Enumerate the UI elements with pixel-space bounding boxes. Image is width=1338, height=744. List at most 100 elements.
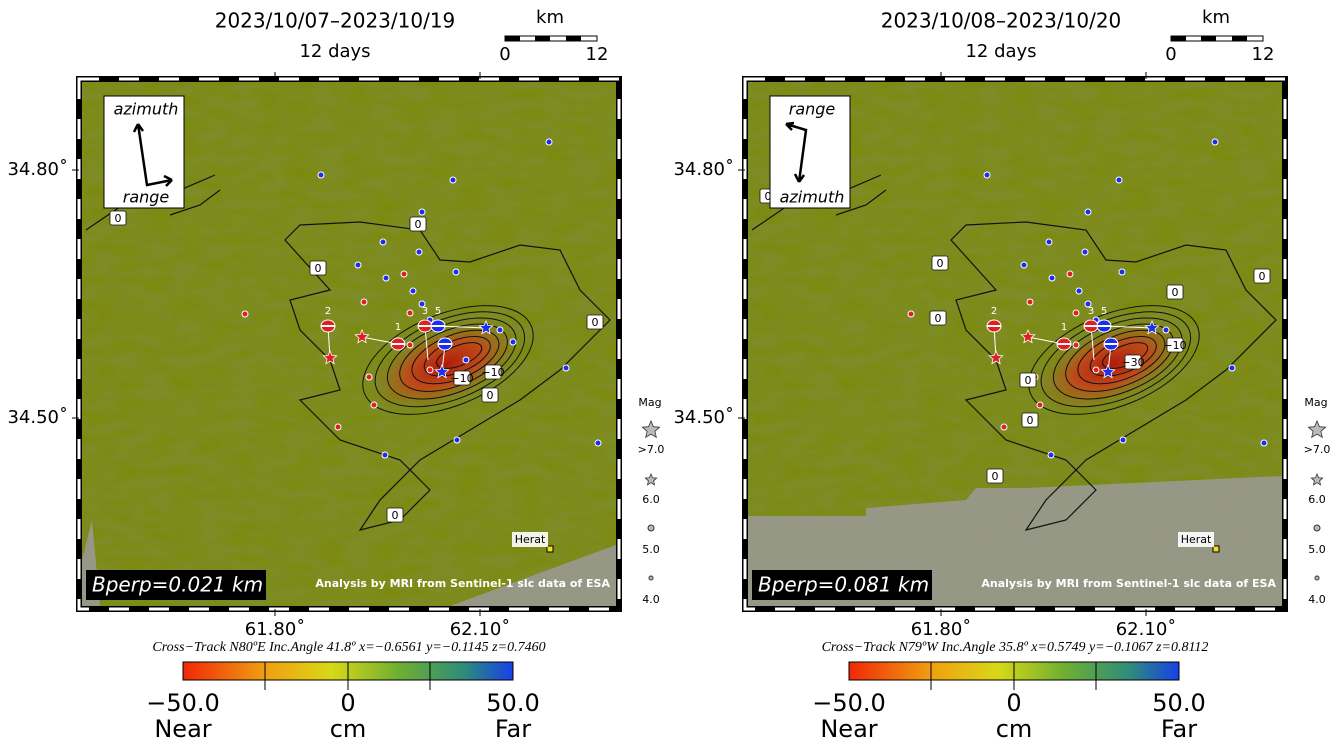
colorbar-caption: Far — [1161, 715, 1197, 743]
panel: 00000000−10−302135HeratBperp=0.081 kmAna… — [673, 7, 1330, 743]
legend-label: 5.0 — [1308, 543, 1326, 556]
scale-unit: km — [1202, 7, 1230, 28]
scale-start: 0 — [1165, 44, 1176, 65]
legend-dot — [1315, 576, 1319, 580]
legend-label: 6.0 — [642, 493, 660, 506]
aftershock-deep — [595, 440, 601, 446]
colorbar-tick: 50.0 — [1152, 689, 1205, 717]
arrow-bottom-label: range — [123, 188, 170, 207]
aftershock-deep — [1048, 452, 1054, 458]
arrow-bottom-label: azimuth — [780, 188, 845, 207]
lat-label: 34.50˚ — [673, 407, 734, 428]
lon-label: 62.10˚ — [450, 619, 511, 640]
aftershock-shallow — [1093, 367, 1099, 373]
contour-label: −10 — [481, 366, 504, 379]
aftershock-deep — [463, 357, 469, 363]
epicenter-star — [645, 474, 656, 485]
aftershock-shallow — [908, 311, 914, 317]
aftershock-deep — [984, 172, 990, 178]
aftershock-deep — [510, 339, 516, 345]
colorbar-caption: cm — [330, 715, 367, 743]
legend-label: 4.0 — [1308, 593, 1326, 606]
aftershock-shallow — [371, 402, 377, 408]
epicenter-star — [1308, 421, 1325, 437]
aftershock-deep — [1085, 209, 1091, 215]
lon-label: 61.80˚ — [245, 619, 306, 640]
aftershock-deep — [1046, 239, 1052, 245]
aftershock-shallow — [1067, 271, 1073, 277]
subtitle: 12 days — [299, 41, 370, 62]
title: 2023/10/07–2023/10/19 — [215, 9, 456, 33]
scale-end: 12 — [1252, 44, 1275, 65]
contour-label: −10 — [1163, 339, 1186, 352]
lon-label: 62.10˚ — [1116, 619, 1177, 640]
aftershock-shallow — [407, 310, 413, 316]
arrow-top-label: range — [789, 100, 836, 119]
scale-unit: km — [536, 7, 564, 28]
aftershock-deep — [416, 249, 422, 255]
contour-label: 0 — [415, 218, 422, 231]
mechanism-label: 5 — [435, 306, 441, 317]
aftershock-deep — [1120, 437, 1126, 443]
aftershock-deep — [1229, 365, 1235, 371]
aftershock-shallow — [1037, 402, 1043, 408]
scale-bar-fill — [1171, 36, 1247, 41]
aftershock-deep — [1116, 177, 1122, 183]
aftershock-deep — [318, 172, 324, 178]
lon-label: 61.80˚ — [911, 619, 972, 640]
aftershock-deep — [1212, 139, 1218, 145]
bperp-label: Bperp=0.021 km — [92, 573, 263, 597]
colorbar-tick: 0 — [1006, 689, 1021, 717]
aftershock-deep — [454, 437, 460, 443]
aftershock-deep — [450, 177, 456, 183]
aftershock-shallow — [1027, 299, 1033, 305]
colorbar-caption: Near — [820, 715, 877, 743]
contour-label: 0 — [935, 312, 942, 325]
legend-dot — [648, 525, 654, 531]
mechanism-label: 1 — [395, 322, 401, 333]
credit: Analysis by MRI from Sentinel-1 slc data… — [981, 577, 1276, 590]
aftershock-deep — [1119, 269, 1125, 275]
contour-label: 0 — [992, 470, 999, 483]
contour-label: 0 — [937, 257, 944, 270]
aftershock-deep — [410, 288, 416, 294]
lat-label: 34.80˚ — [7, 159, 68, 180]
aftershock-deep — [419, 209, 425, 215]
legend-title: Mag — [638, 396, 661, 409]
legend-label: 5.0 — [642, 543, 660, 556]
contour-label: 0 — [392, 509, 399, 522]
bperp-label: Bperp=0.081 km — [758, 573, 929, 597]
aftershock-shallow — [407, 342, 413, 348]
aftershock-deep — [563, 365, 569, 371]
credit: Analysis by MRI from Sentinel-1 slc data… — [315, 577, 610, 590]
city-label: Herat — [515, 533, 546, 546]
contour-label: −10 — [450, 372, 473, 385]
aftershock-shallow — [427, 367, 433, 373]
aftershock-shallow — [401, 271, 407, 277]
aftershock-deep — [355, 262, 361, 268]
colorbar-tick: 50.0 — [486, 689, 539, 717]
legend-label: 4.0 — [642, 593, 660, 606]
legend-label: >7.0 — [638, 443, 665, 456]
lat-label: 34.80˚ — [673, 159, 734, 180]
aftershock-shallow — [242, 311, 248, 317]
aftershock-deep — [1082, 249, 1088, 255]
contour-label: 0 — [1259, 270, 1266, 283]
figure: 000000−10−102135HeratBperp=0.021 kmAnaly… — [0, 0, 1338, 744]
aftershock-deep — [1021, 262, 1027, 268]
mechanism-label: 2 — [325, 306, 331, 317]
aftershock-deep — [1261, 440, 1267, 446]
subtitle: 12 days — [965, 41, 1036, 62]
colorbar-caption: cm — [996, 715, 1033, 743]
geometry: Cross−Track N80ºE Inc.Angle 41.8º x=−0.6… — [152, 640, 545, 655]
mechanism-label: 5 — [1101, 306, 1107, 317]
aftershock-deep — [453, 269, 459, 275]
aftershock-shallow — [1073, 342, 1079, 348]
legend-dot — [1314, 525, 1320, 531]
contour-label: 0 — [592, 316, 599, 329]
scale-start: 0 — [499, 44, 510, 65]
mechanism-label: 1 — [1061, 322, 1067, 333]
mechanism-label: 2 — [991, 306, 997, 317]
contour-label: −30 — [1121, 356, 1144, 369]
